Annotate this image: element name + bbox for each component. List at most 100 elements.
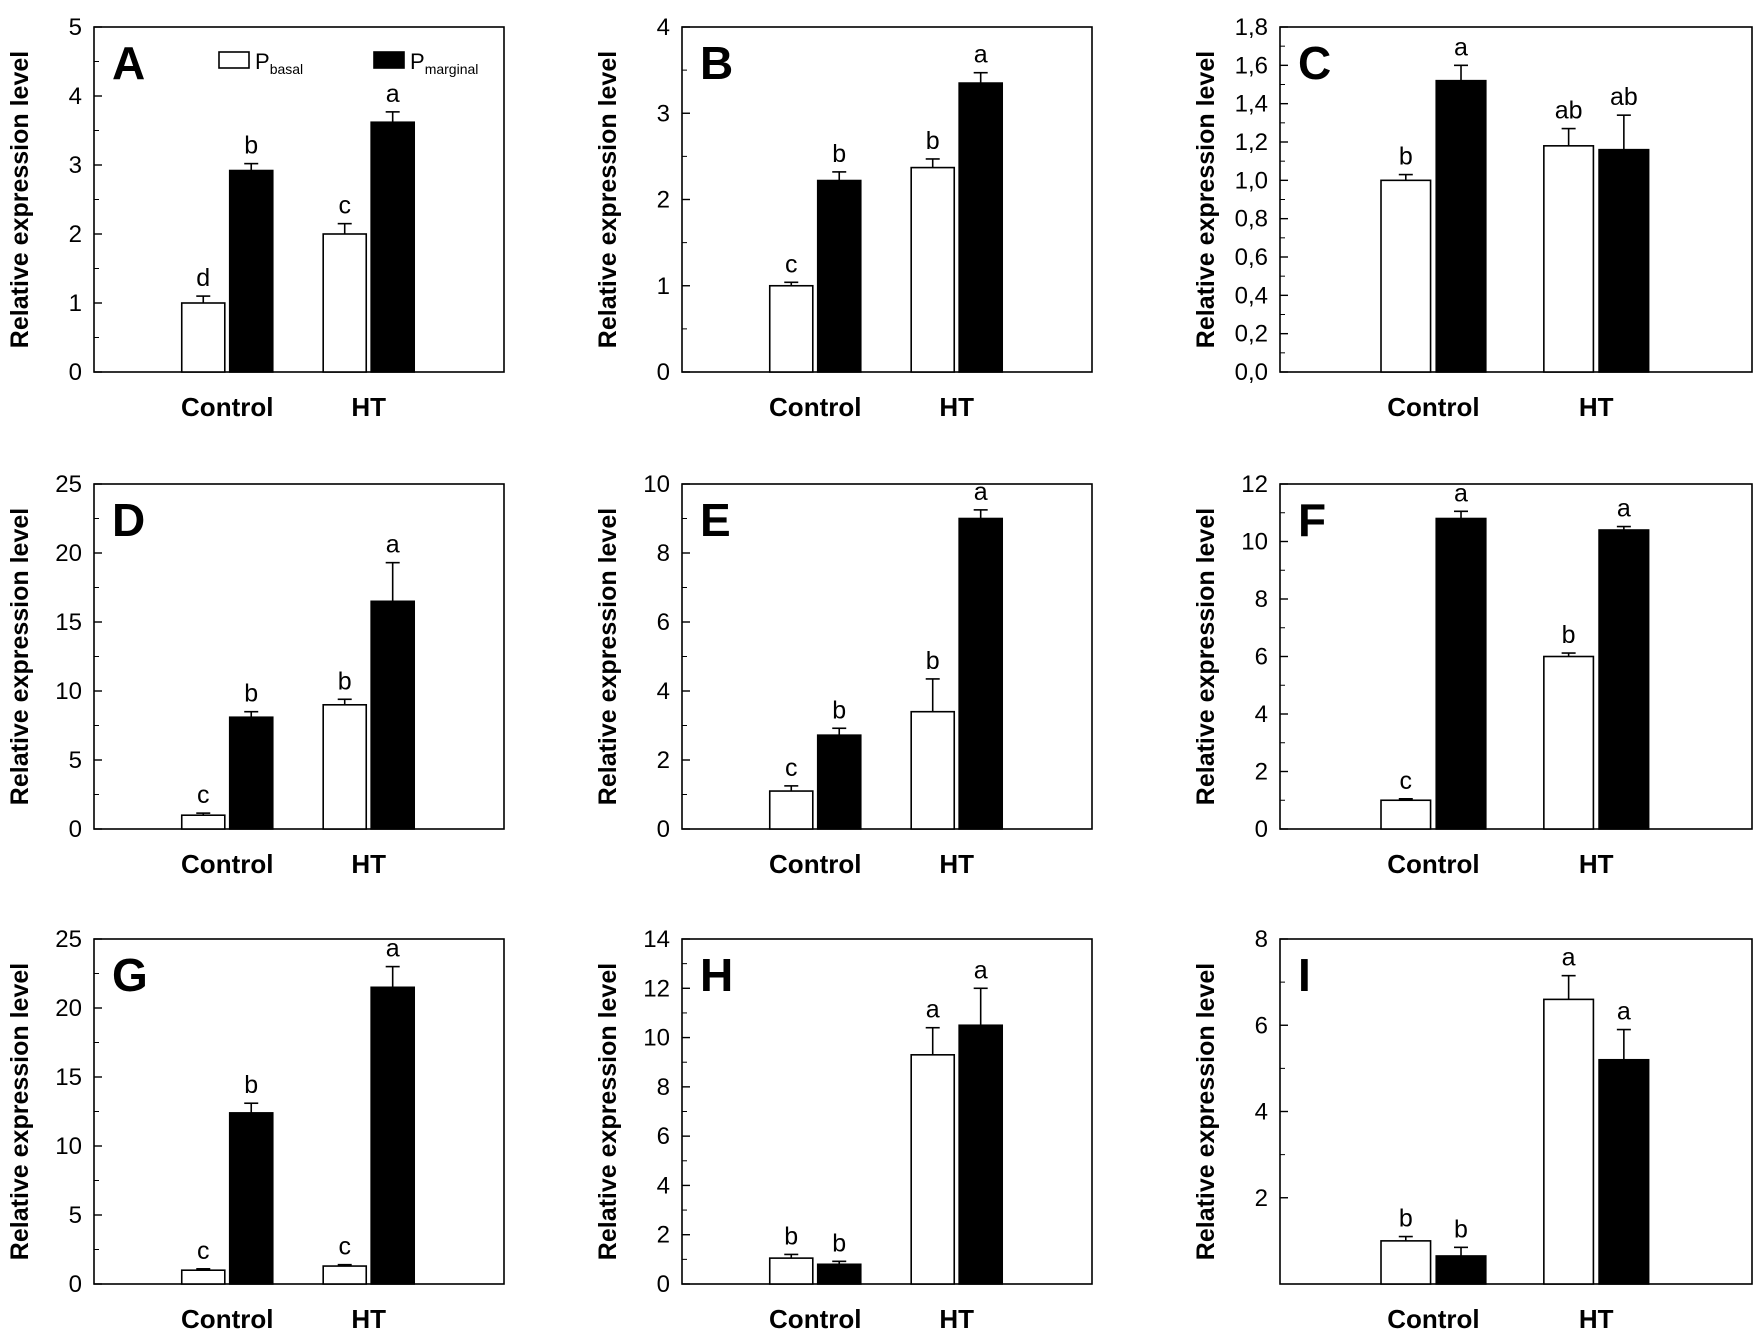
y-axis-label: Relative expression level: [1192, 963, 1220, 1260]
x-category-label: HT: [1579, 1304, 1614, 1334]
significance-letter: a: [1454, 33, 1468, 61]
significance-letter: a: [974, 478, 988, 506]
x-category-label: Control: [1387, 392, 1479, 422]
significance-letter: b: [1399, 143, 1413, 171]
y-tick-label: 8: [657, 1074, 670, 1101]
y-tick-label: 0: [1255, 816, 1268, 843]
bar-basal-control: [768, 790, 814, 830]
y-tick-label: 10: [55, 678, 82, 705]
bar-marginal-control: [816, 179, 862, 373]
bar-basal-control: [1380, 179, 1432, 373]
bar-marginal-ht: [958, 517, 1004, 830]
panel-letter: A: [112, 37, 145, 89]
bar-basal-ht: [1543, 145, 1595, 373]
panel-letter: E: [700, 494, 731, 546]
x-category-label: HT: [939, 392, 974, 422]
bar-basal-ht: [322, 1265, 368, 1285]
plot-frame: [1279, 938, 1753, 1285]
x-category-label: HT: [939, 849, 974, 879]
y-axis-label: Relative expression level: [594, 51, 622, 348]
x-category-label: Control: [181, 849, 273, 879]
significance-letter: b: [244, 680, 258, 708]
x-category-label: HT: [351, 849, 386, 879]
panel-a: 0 1 2 3 4 5 Relative expression level A Control d…: [6, 14, 505, 422]
panel-d: 0 5 10 15 20 25 Relative expression level D Cont…: [6, 471, 505, 879]
panel-letter: F: [1298, 494, 1326, 546]
y-tick-label: 6: [657, 1123, 670, 1150]
y-tick-label: 25: [55, 926, 82, 953]
significance-letter: c: [197, 1237, 210, 1265]
bar-basal-control: [180, 302, 226, 373]
plot-frame: [93, 26, 505, 373]
bar-marginal-ht: [958, 82, 1004, 373]
significance-letter: b: [832, 140, 846, 168]
plot-frame: [681, 26, 1093, 373]
significance-letter: b: [244, 1071, 258, 1099]
significance-letter: a: [386, 531, 400, 559]
y-axis-label: Relative expression level: [6, 51, 34, 348]
y-axis-label: Relative expression level: [6, 508, 34, 805]
y-tick-label: 6: [657, 609, 670, 636]
y-tick-label: 5: [69, 747, 82, 774]
significance-letter: d: [196, 264, 210, 292]
y-tick-label: 3: [657, 100, 670, 127]
x-category-label: HT: [1579, 392, 1614, 422]
panel-letter: B: [700, 37, 733, 89]
significance-letter: b: [784, 1222, 798, 1250]
significance-letter: c: [197, 781, 210, 809]
y-axis-label: Relative expression level: [1192, 508, 1220, 805]
bar-marginal-control: [1435, 517, 1487, 830]
bar-basal-control: [1380, 1240, 1432, 1285]
significance-letter: b: [1562, 621, 1576, 649]
significance-letter: b: [338, 667, 352, 695]
y-tick-label: 1,4: [1235, 91, 1268, 118]
y-tick-label: 0: [657, 1271, 670, 1298]
y-tick-label: 2: [657, 747, 670, 774]
significance-letter: c: [785, 754, 798, 782]
y-tick-label: 6: [1255, 644, 1268, 671]
bar-basal-ht: [910, 1054, 956, 1285]
significance-letter: a: [386, 80, 400, 108]
y-axis-label: Relative expression level: [594, 963, 622, 1260]
y-tick-label: 14: [643, 926, 670, 953]
significance-letter: a: [1562, 944, 1576, 972]
y-tick-label: 2: [657, 187, 670, 214]
legend-swatch: [373, 51, 405, 69]
panel-letter: H: [700, 949, 733, 1001]
bar-marginal-control: [1435, 1255, 1487, 1285]
panel-letter: I: [1298, 949, 1311, 1001]
y-tick-label: 1: [657, 273, 670, 300]
significance-letter: b: [926, 647, 940, 675]
y-axis-label: Relative expression level: [1192, 51, 1220, 348]
bar-basal-ht: [1543, 655, 1595, 830]
significance-letter: a: [974, 956, 988, 984]
bar-marginal-ht: [1598, 148, 1650, 373]
significance-letter: b: [1399, 1205, 1413, 1233]
y-tick-label: 15: [55, 609, 82, 636]
y-tick-label: 20: [55, 540, 82, 567]
y-tick-label: 2: [657, 1222, 670, 1249]
legend-swatch: [218, 51, 250, 69]
significance-letter: c: [338, 1233, 351, 1261]
x-category-label: HT: [1579, 849, 1614, 879]
y-tick-label: 2: [1255, 1185, 1268, 1212]
x-category-label: HT: [351, 1304, 386, 1334]
bar-marginal-ht: [958, 1024, 1004, 1285]
panel-h: 0 2 4 6 8 10 12 14 Relative expression level H Con…: [594, 926, 1093, 1334]
panel-e: 0 2 4 6 8 10 Relative expression level E Control…: [594, 471, 1093, 879]
panel-letter: C: [1298, 37, 1331, 89]
significance-letter: b: [832, 696, 846, 724]
bar-basal-control: [768, 1257, 814, 1285]
panel-f: 0 2 4 6 8 10 12 Relative expression level F Contr…: [1192, 471, 1753, 879]
bar-marginal-ht: [370, 121, 416, 373]
bar-basal-control: [180, 814, 226, 830]
y-tick-label: 10: [1241, 529, 1268, 556]
bar-marginal-ht: [1598, 529, 1650, 830]
significance-letter: c: [338, 192, 351, 220]
y-tick-label: 2: [69, 221, 82, 248]
bar-basal-ht: [322, 703, 368, 830]
y-tick-label: 0: [657, 359, 670, 386]
y-tick-label: 12: [643, 975, 670, 1002]
significance-letter: c: [785, 250, 798, 278]
